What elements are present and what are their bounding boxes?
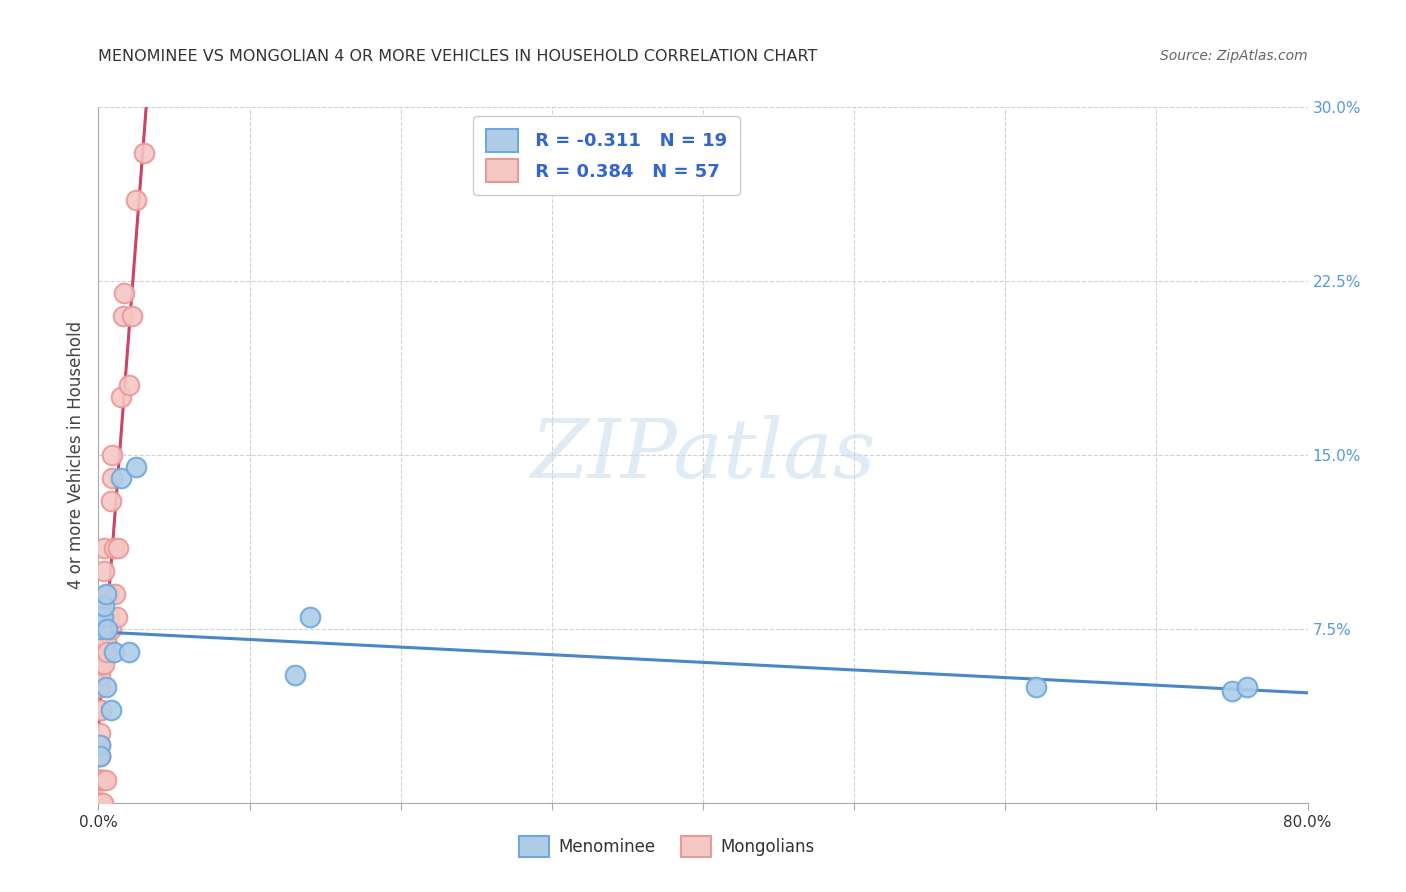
Point [93, 541, 115, 555]
Text: ZIPatlas: ZIPatlas [530, 415, 876, 495]
Point [89, 610, 111, 624]
Point [96, 622, 118, 636]
Point [1024, 680, 1046, 694]
Point [98, 587, 121, 601]
Point [89, 645, 111, 659]
Point [100, 622, 122, 636]
Point [89, 749, 111, 764]
Point [94, 633, 117, 648]
Point [90, 657, 112, 671]
Point [89, 772, 111, 787]
Point [90, 645, 112, 659]
Point [89, 749, 111, 764]
Point [125, 193, 148, 207]
Point [93, 657, 115, 671]
Point [101, 448, 124, 462]
Point [90, 796, 112, 810]
Point [89, 703, 111, 717]
Point [118, 378, 141, 392]
Point [94, 680, 117, 694]
Point [90, 772, 112, 787]
Point [1220, 684, 1243, 698]
Point [103, 645, 125, 659]
Point [89, 599, 111, 613]
Point [94, 772, 117, 787]
Point [125, 459, 148, 474]
Point [101, 471, 124, 485]
Point [89, 772, 111, 787]
Point [90, 796, 112, 810]
Point [93, 633, 115, 648]
Point [105, 610, 128, 624]
Y-axis label: 4 or more Vehicles in Household: 4 or more Vehicles in Household [67, 321, 86, 589]
Point [90, 622, 112, 636]
Point [89, 796, 111, 810]
Point [111, 309, 134, 323]
Point [91, 796, 114, 810]
Point [91, 610, 114, 624]
Point [89, 633, 111, 648]
Point [93, 564, 115, 578]
Point [89, 738, 111, 752]
Point [96, 645, 118, 659]
Point [89, 680, 111, 694]
Point [94, 633, 117, 648]
Point [94, 587, 117, 601]
Point [89, 796, 111, 810]
Point [112, 285, 135, 300]
Point [89, 668, 111, 682]
Point [110, 390, 132, 404]
Point [103, 541, 125, 555]
Text: MENOMINEE VS MONGOLIAN 4 OR MORE VEHICLES IN HOUSEHOLD CORRELATION CHART: MENOMINEE VS MONGOLIAN 4 OR MORE VEHICLE… [98, 49, 818, 64]
Point [89, 726, 111, 740]
Point [89, 622, 111, 636]
Point [91, 622, 114, 636]
Point [89, 657, 111, 671]
Point [110, 471, 132, 485]
Point [284, 668, 307, 682]
Point [90, 610, 112, 624]
Point [104, 587, 127, 601]
Legend: Menominee, Mongolians: Menominee, Mongolians [512, 830, 821, 864]
Point [98, 610, 121, 624]
Point [107, 541, 129, 555]
Point [100, 703, 122, 717]
Text: Source: ZipAtlas.com: Source: ZipAtlas.com [1160, 49, 1308, 63]
Point [89, 610, 111, 624]
Point [89, 622, 111, 636]
Point [90, 610, 112, 624]
Point [299, 610, 322, 624]
Point [1236, 680, 1258, 694]
Point [121, 309, 143, 323]
Point [91, 645, 114, 659]
Point [100, 494, 122, 508]
Point [89, 738, 111, 752]
Point [118, 645, 141, 659]
Point [93, 599, 115, 613]
Point [89, 749, 111, 764]
Point [89, 633, 111, 648]
Point [90, 703, 112, 717]
Point [91, 772, 114, 787]
Point [132, 146, 155, 161]
Point [90, 599, 112, 613]
